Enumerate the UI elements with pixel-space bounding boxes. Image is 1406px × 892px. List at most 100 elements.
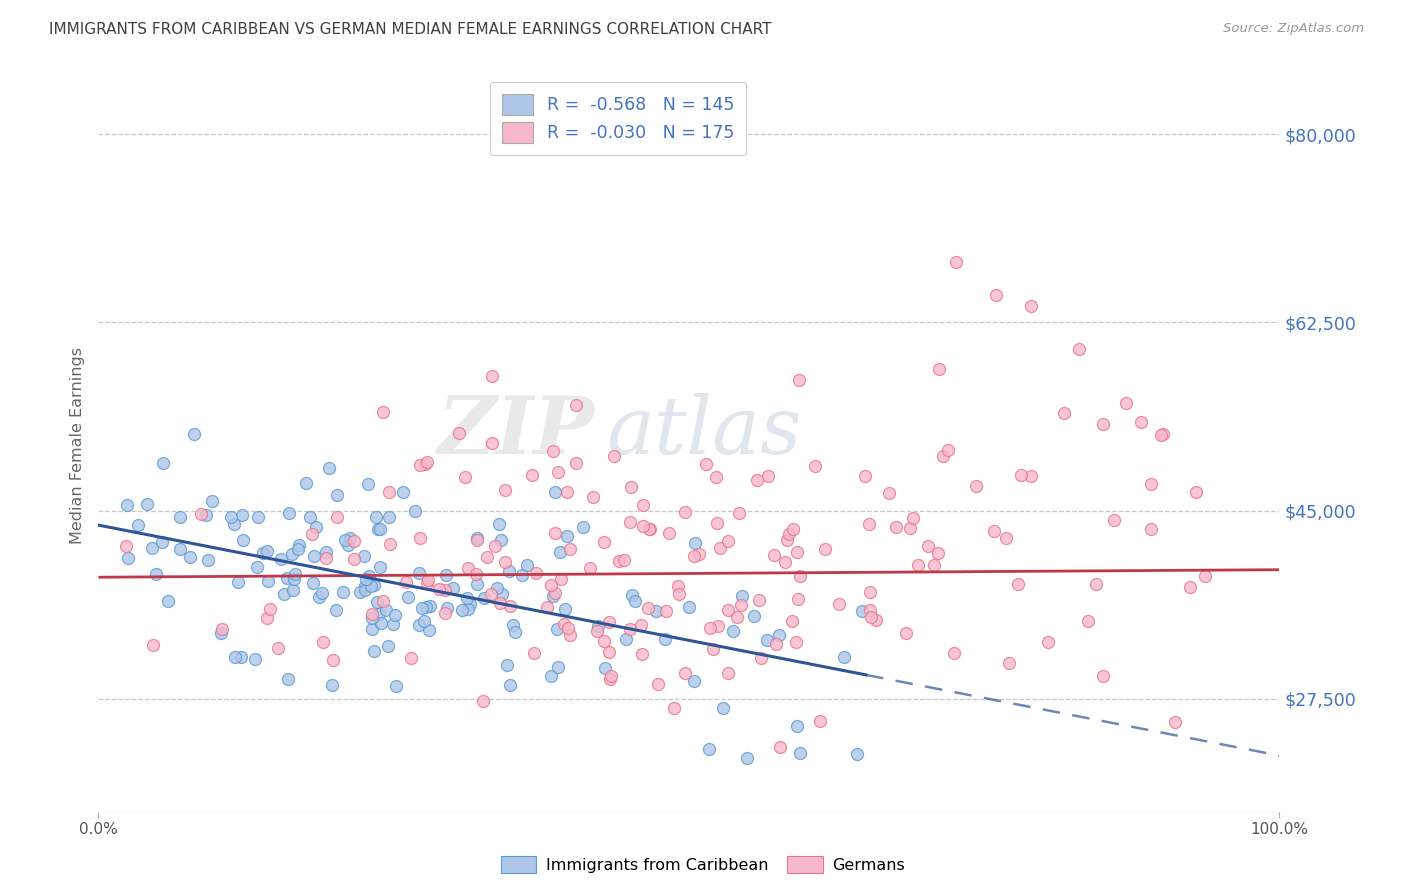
Point	[1194, 568, 1216, 582]
Point	[630, 618, 652, 632]
Point	[555, 529, 578, 543]
Point	[494, 556, 516, 570]
Point	[494, 483, 516, 498]
Point	[232, 533, 254, 548]
Point	[441, 581, 464, 595]
Point	[298, 510, 321, 524]
Point	[1010, 467, 1032, 482]
Point	[136, 498, 159, 512]
Point	[342, 533, 364, 548]
Point	[623, 594, 645, 608]
Point	[683, 673, 706, 688]
Point	[1019, 469, 1042, 483]
Point	[546, 622, 568, 636]
Point	[943, 646, 966, 660]
Point	[749, 651, 772, 665]
Point	[859, 609, 882, 624]
Point	[717, 533, 740, 548]
Point	[845, 747, 868, 761]
Text: atlas: atlas	[606, 392, 801, 470]
Point	[683, 536, 706, 550]
Point	[853, 468, 876, 483]
Point	[361, 623, 384, 637]
Point	[832, 650, 855, 665]
Point	[571, 520, 593, 534]
Point	[283, 582, 305, 597]
Point	[375, 602, 398, 616]
Point	[523, 646, 546, 660]
Point	[256, 543, 278, 558]
Point	[169, 509, 191, 524]
Point	[373, 594, 395, 608]
Point	[401, 650, 423, 665]
Point	[599, 672, 621, 686]
Point	[668, 587, 690, 601]
Point	[1115, 396, 1137, 410]
Point	[706, 516, 728, 530]
Point	[1140, 522, 1163, 536]
Point	[787, 373, 810, 387]
Point	[488, 516, 510, 531]
Point	[859, 603, 882, 617]
Point	[1092, 669, 1115, 683]
Point	[343, 551, 366, 566]
Point	[688, 547, 710, 561]
Point	[354, 583, 377, 598]
Point	[326, 510, 349, 524]
Point	[699, 621, 721, 635]
Point	[209, 626, 232, 640]
Point	[828, 597, 851, 611]
Point	[773, 555, 796, 569]
Point	[384, 607, 406, 622]
Point	[288, 539, 311, 553]
Point	[325, 487, 347, 501]
Text: Source: ZipAtlas.com: Source: ZipAtlas.com	[1223, 22, 1364, 36]
Point	[378, 485, 401, 500]
Point	[357, 569, 380, 583]
Point	[377, 639, 399, 653]
Point	[229, 650, 252, 665]
Point	[396, 590, 419, 604]
Point	[1067, 342, 1090, 356]
Point	[368, 523, 391, 537]
Point	[586, 619, 609, 633]
Point	[557, 621, 579, 635]
Point	[484, 539, 506, 553]
Point	[224, 516, 246, 531]
Point	[547, 466, 569, 480]
Point	[115, 498, 138, 512]
Point	[884, 520, 907, 534]
Point	[544, 585, 567, 599]
Point	[638, 522, 661, 536]
Point	[382, 616, 405, 631]
Point	[778, 526, 800, 541]
Point	[257, 574, 280, 589]
Point	[367, 522, 389, 536]
Point	[678, 599, 700, 614]
Point	[536, 600, 558, 615]
Point	[1163, 715, 1185, 730]
Point	[620, 480, 643, 494]
Point	[548, 544, 571, 558]
Point	[416, 455, 439, 469]
Legend: R =  -0.568   N = 145, R =  -0.030   N = 175: R = -0.568 N = 145, R = -0.030 N = 175	[489, 82, 747, 155]
Point	[408, 617, 430, 632]
Point	[447, 425, 470, 440]
Point	[789, 568, 811, 582]
Point	[302, 549, 325, 563]
Point	[339, 531, 361, 545]
Point	[141, 541, 163, 555]
Point	[368, 559, 391, 574]
Point	[489, 596, 512, 610]
Point	[377, 510, 399, 524]
Point	[598, 645, 620, 659]
Point	[404, 504, 426, 518]
Point	[491, 533, 513, 547]
Point	[247, 509, 270, 524]
Point	[785, 635, 807, 649]
Point	[586, 624, 609, 638]
Point	[984, 288, 1007, 302]
Point	[998, 657, 1021, 671]
Point	[278, 506, 301, 520]
Point	[385, 679, 408, 693]
